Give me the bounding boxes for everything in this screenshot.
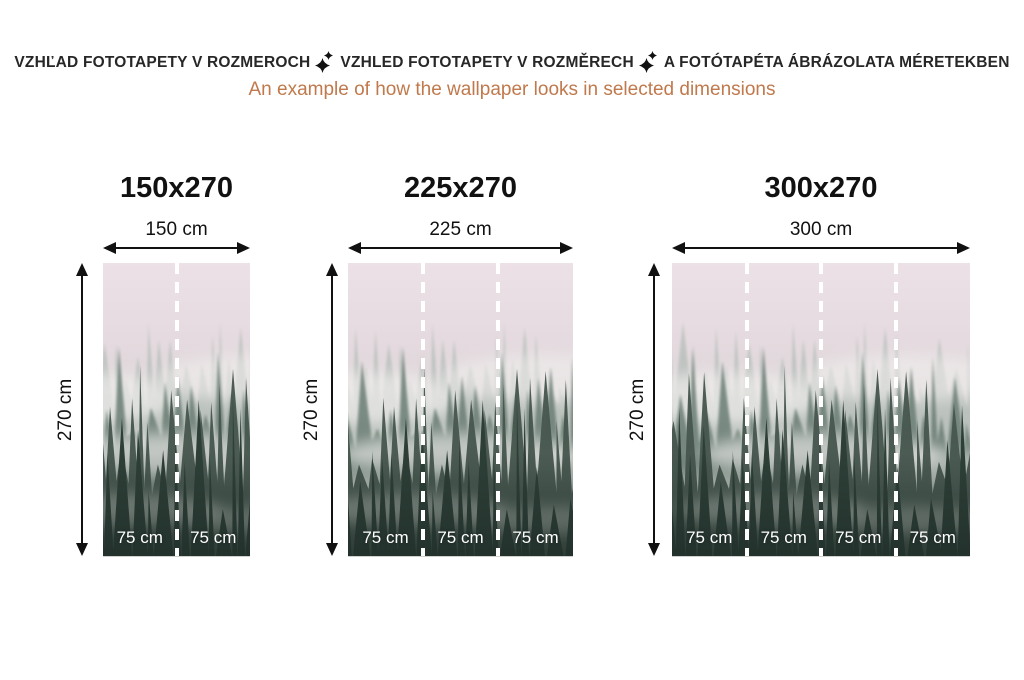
strip-width-label: 75 cm	[437, 528, 484, 547]
wallpaper-strip: 75 cm	[821, 263, 898, 556]
arrow-top-head	[326, 263, 338, 276]
arrow-top-head	[648, 263, 660, 276]
height-dimension-label: 270 cm	[301, 378, 322, 442]
header-part-cz: VZHLED FOTOTAPETY V ROZMĚRECH	[340, 54, 634, 71]
sparkle-icon	[638, 51, 659, 74]
horizontal-dimension-arrow	[348, 242, 573, 254]
strip-width-label: 75 cm	[362, 528, 409, 547]
arrow-shaft	[81, 270, 83, 549]
header-part-sk: VZHĽAD FOTOTAPETY V ROZMEROCH	[14, 54, 311, 71]
panel-segments: 75 cm 75 cm 75 cm	[348, 263, 573, 556]
strip-width-label: 75 cm	[909, 528, 956, 547]
wallpaper-strip: 75 cm	[348, 263, 425, 556]
height-dimension-label: 270 cm	[55, 378, 76, 442]
arrow-bottom-head	[76, 543, 88, 556]
strip-divider-dashed-line	[174, 263, 179, 556]
panel-title: 300x270	[764, 172, 878, 204]
panel-title: 150x270	[120, 172, 233, 204]
wallpaper-strip: 75 cm	[747, 263, 823, 556]
horizontal-dimension-arrow	[103, 242, 250, 254]
width-dimension-label: 150 cm	[145, 219, 208, 240]
strip-divider-dashed-line	[819, 263, 823, 556]
arrow-left-head	[672, 242, 685, 254]
arrow-top-head	[76, 263, 88, 276]
arrow-bottom-head	[326, 543, 338, 556]
arrow-right-head	[560, 242, 573, 254]
arrow-shaft	[331, 270, 333, 549]
wallpaper-strip: 75 cm	[177, 263, 251, 556]
strip-width-label: 75 cm	[116, 528, 163, 547]
sparkle-icon	[315, 51, 335, 74]
strip-divider-dashed-line	[421, 263, 425, 556]
panel-title: 225x270	[404, 172, 517, 204]
header-subtitle: An example of how the wallpaper looks in…	[248, 79, 776, 100]
strip-width-label: 75 cm	[512, 528, 559, 547]
header-part-hu: A FOTÓTAPÉTA ÁBRÁZOLATA MÉRETEKBEN	[663, 54, 1010, 71]
strip-width-label: 75 cm	[686, 528, 733, 547]
arrow-left-head	[348, 242, 361, 254]
strip-divider-dashed-line	[893, 263, 898, 556]
vertical-dimension-arrow	[648, 263, 660, 556]
height-dimension-label: 270 cm	[627, 378, 648, 442]
wallpaper-photo-misty-forest: 75 cm 75 cm 75 cm 75 cm	[672, 263, 970, 556]
arrow-shaft	[355, 247, 566, 249]
width-dimension-label: 300 cm	[789, 219, 853, 240]
wallpaper-strip: 75 cm	[423, 263, 500, 556]
panel-segments: 75 cm 75 cm 75 cm 75 cm	[672, 263, 970, 556]
panel-segments: 75 cm 75 cm	[103, 263, 250, 556]
wallpaper-strip: 75 cm	[498, 263, 573, 556]
strip-width-label: 75 cm	[835, 528, 882, 547]
strip-width-label: 75 cm	[760, 528, 807, 547]
strip-divider-dashed-line	[744, 263, 749, 556]
arrow-shaft	[679, 247, 963, 249]
vertical-dimension-arrow	[76, 263, 88, 556]
strip-width-label: 75 cm	[190, 528, 237, 547]
vertical-dimension-arrow	[326, 263, 338, 556]
arrow-right-head	[237, 242, 250, 254]
arrow-bottom-head	[648, 543, 660, 556]
horizontal-dimension-arrow	[672, 242, 970, 254]
width-dimension-label: 225 cm	[429, 219, 492, 240]
wallpaper-strip: 75 cm	[103, 263, 179, 556]
wallpaper-photo-misty-forest: 75 cm 75 cm 75 cm	[348, 263, 573, 556]
arrow-shaft	[653, 270, 655, 549]
arrow-shaft	[110, 247, 243, 249]
header-title: VZHĽAD FOTOTAPETY V ROZMEROCH VZHLED FOT…	[0, 51, 1024, 74]
wallpaper-strip: 75 cm	[672, 263, 749, 556]
arrow-left-head	[103, 242, 116, 254]
wallpaper-photo-misty-forest: 75 cm 75 cm	[103, 263, 250, 556]
arrow-right-head	[957, 242, 970, 254]
strip-divider-dashed-line	[496, 263, 500, 556]
wallpaper-strip: 75 cm	[896, 263, 971, 556]
